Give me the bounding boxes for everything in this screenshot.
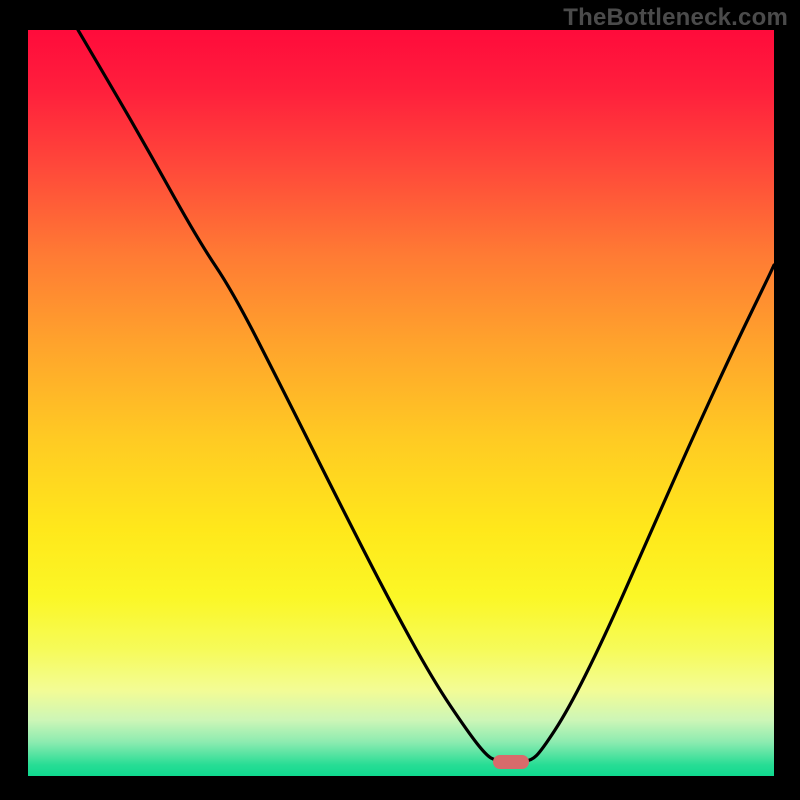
chart-svg bbox=[28, 30, 774, 776]
chart-frame: TheBottleneck.com bbox=[0, 0, 800, 800]
optimal-marker bbox=[493, 755, 529, 769]
watermark-text: TheBottleneck.com bbox=[563, 4, 788, 32]
gradient-background bbox=[28, 30, 774, 776]
plot-area bbox=[28, 30, 774, 776]
